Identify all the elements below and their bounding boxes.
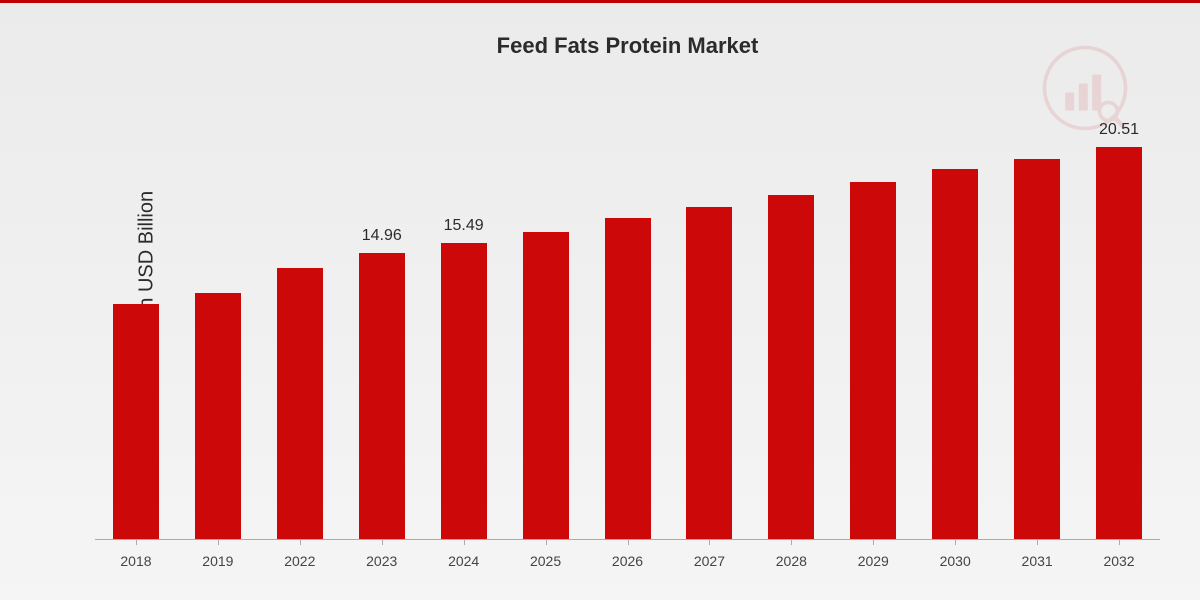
chart-container: Feed Fats Protein Market Market Value in…: [0, 0, 1200, 600]
bar-group: 14.962023: [359, 253, 405, 539]
bar-group: 2030: [932, 169, 978, 539]
bar-group: 15.492024: [441, 243, 487, 539]
bar: [359, 253, 405, 539]
x-axis-tick-label: 2026: [612, 553, 643, 569]
x-tick-mark: [382, 539, 383, 545]
x-tick-mark: [546, 539, 547, 545]
x-tick-mark: [218, 539, 219, 545]
bar: [686, 207, 732, 539]
x-tick-mark: [873, 539, 874, 545]
x-axis-tick-label: 2019: [202, 553, 233, 569]
x-axis-tick-label: 2028: [776, 553, 807, 569]
x-tick-mark: [1119, 539, 1120, 545]
bar: [277, 268, 323, 539]
bar-group: 2028: [768, 195, 814, 539]
x-axis-tick-label: 2018: [120, 553, 151, 569]
bar-group: 2026: [605, 218, 651, 539]
bar-value-label: 15.49: [444, 217, 484, 235]
bar-group: 2019: [195, 293, 241, 539]
bar: [523, 232, 569, 539]
bar: [850, 182, 896, 539]
bar-group: 2018: [113, 304, 159, 539]
x-tick-mark: [300, 539, 301, 545]
x-tick-mark: [709, 539, 710, 545]
bar-group: 20.512032: [1096, 147, 1142, 539]
x-axis-tick-label: 2027: [694, 553, 725, 569]
bar: [1014, 159, 1060, 539]
x-axis-tick-label: 2031: [1022, 553, 1053, 569]
x-axis-tick-label: 2025: [530, 553, 561, 569]
x-tick-mark: [955, 539, 956, 545]
bar: [113, 304, 159, 539]
x-tick-mark: [1037, 539, 1038, 545]
plot-area: 2018 2019 2022 14.962023 15.492024 2025 2026 20…: [95, 123, 1160, 540]
bar-group: 2029: [850, 182, 896, 539]
watermark-logo: [1040, 43, 1130, 133]
chart-title: Feed Fats Protein Market: [95, 33, 1160, 59]
x-axis-tick-label: 2030: [940, 553, 971, 569]
bar-value-label: 20.51: [1099, 121, 1139, 139]
bar-group: 2022: [277, 268, 323, 539]
bar-group: 2031: [1014, 159, 1060, 539]
x-axis-tick-label: 2032: [1103, 553, 1134, 569]
bar-group: 2027: [686, 207, 732, 539]
x-tick-mark: [464, 539, 465, 545]
bar: [441, 243, 487, 539]
bar: [195, 293, 241, 539]
bar: [932, 169, 978, 539]
x-tick-mark: [791, 539, 792, 545]
x-axis-tick-label: 2024: [448, 553, 479, 569]
x-tick-mark: [136, 539, 137, 545]
x-axis-tick-label: 2029: [858, 553, 889, 569]
x-tick-mark: [628, 539, 629, 545]
bar: [1096, 147, 1142, 539]
bar-group: 2025: [523, 232, 569, 539]
bar-value-label: 14.96: [362, 227, 402, 245]
x-axis-tick-label: 2023: [366, 553, 397, 569]
x-axis-tick-label: 2022: [284, 553, 315, 569]
bar: [605, 218, 651, 539]
bar: [768, 195, 814, 539]
